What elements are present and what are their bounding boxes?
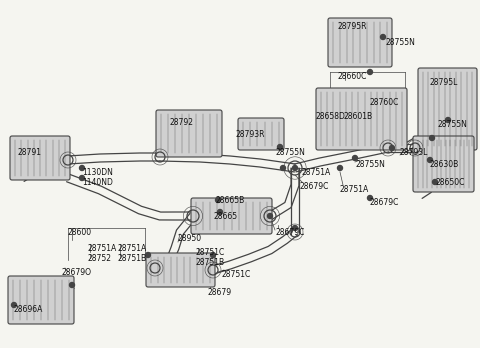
FancyBboxPatch shape: [156, 110, 222, 157]
Text: 28600: 28600: [68, 228, 92, 237]
Circle shape: [145, 253, 151, 258]
Text: 28792: 28792: [170, 118, 194, 127]
Circle shape: [280, 166, 286, 171]
Circle shape: [445, 118, 451, 122]
Circle shape: [80, 166, 84, 171]
FancyBboxPatch shape: [146, 253, 215, 287]
FancyBboxPatch shape: [316, 88, 407, 150]
Circle shape: [70, 283, 74, 287]
Text: 28751A: 28751A: [88, 244, 117, 253]
Circle shape: [337, 166, 343, 171]
Text: 28795L: 28795L: [430, 78, 458, 87]
FancyBboxPatch shape: [8, 276, 74, 324]
Text: 1140ND: 1140ND: [82, 178, 113, 187]
Circle shape: [292, 166, 298, 171]
Text: 28658D: 28658D: [315, 112, 345, 121]
FancyBboxPatch shape: [328, 18, 392, 67]
Text: 28650C: 28650C: [435, 178, 464, 187]
FancyBboxPatch shape: [418, 68, 477, 150]
FancyBboxPatch shape: [238, 118, 284, 150]
Circle shape: [292, 226, 298, 230]
Text: 28679O: 28679O: [62, 268, 92, 277]
Circle shape: [430, 135, 434, 141]
Circle shape: [12, 302, 16, 308]
Circle shape: [80, 175, 84, 181]
Text: 28665B: 28665B: [216, 196, 245, 205]
Text: 28755N: 28755N: [385, 38, 415, 47]
Circle shape: [389, 145, 395, 150]
Text: 28793R: 28793R: [235, 130, 264, 139]
Circle shape: [368, 70, 372, 74]
Text: 28601B: 28601B: [343, 112, 372, 121]
Text: 1130DN: 1130DN: [82, 168, 113, 177]
Circle shape: [368, 196, 372, 200]
FancyBboxPatch shape: [10, 136, 70, 180]
Text: 28751C: 28751C: [222, 270, 251, 279]
Text: 28679: 28679: [208, 288, 232, 297]
Text: 28755N: 28755N: [437, 120, 467, 129]
Text: 28791: 28791: [18, 148, 42, 157]
Circle shape: [267, 214, 273, 219]
Text: 28679C: 28679C: [275, 228, 304, 237]
Text: 28660C: 28660C: [338, 72, 367, 81]
Circle shape: [211, 253, 216, 258]
Text: 28751A: 28751A: [118, 244, 147, 253]
Circle shape: [432, 180, 437, 184]
Text: 28665: 28665: [213, 212, 237, 221]
Text: 28793L: 28793L: [400, 148, 428, 157]
Text: 28751B: 28751B: [118, 254, 147, 263]
Circle shape: [216, 198, 220, 203]
Text: 28679C: 28679C: [370, 198, 399, 207]
Text: 28755N: 28755N: [356, 160, 386, 169]
Text: 28679C: 28679C: [299, 182, 328, 191]
Text: 28950: 28950: [178, 234, 202, 243]
Circle shape: [217, 209, 223, 214]
Text: 28752: 28752: [88, 254, 112, 263]
Text: 28751A: 28751A: [340, 185, 369, 194]
Text: 28755N: 28755N: [275, 148, 305, 157]
Text: 28751A: 28751A: [302, 168, 331, 177]
Circle shape: [352, 156, 358, 160]
Circle shape: [381, 34, 385, 40]
Text: 28751B: 28751B: [196, 258, 225, 267]
Text: 28751C: 28751C: [196, 248, 225, 257]
Circle shape: [428, 158, 432, 163]
FancyBboxPatch shape: [413, 136, 474, 192]
Text: 28696A: 28696A: [14, 305, 43, 314]
Text: 28630B: 28630B: [430, 160, 459, 169]
Circle shape: [277, 144, 283, 150]
Text: 28760C: 28760C: [370, 98, 399, 107]
FancyBboxPatch shape: [191, 198, 272, 234]
Text: 28795R: 28795R: [338, 22, 368, 31]
